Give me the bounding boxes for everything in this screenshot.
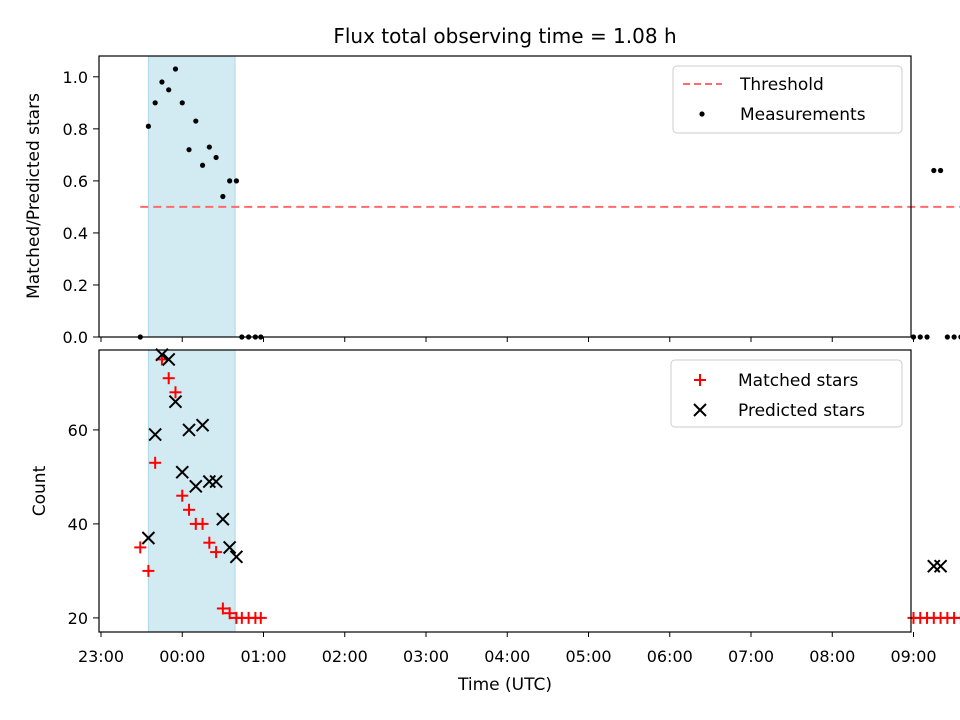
matched-point	[196, 517, 209, 530]
legend-predicted-swatch	[693, 403, 707, 417]
x-tick-label: 04:00	[484, 647, 530, 666]
x-tick-label: 01:00	[240, 647, 286, 666]
matched-point	[176, 489, 189, 502]
measurement-point	[931, 167, 937, 174]
chart-title: Flux total observing time = 1.08 h	[333, 24, 676, 48]
predicted-point	[155, 347, 169, 362]
x-tick-label: 00:00	[159, 647, 205, 666]
measurement-point	[213, 154, 219, 161]
top-panel-series	[137, 66, 960, 340]
y-tick-label: 0.8	[63, 120, 88, 139]
measurement-point	[910, 334, 917, 340]
bottom-panel-series	[134, 347, 960, 624]
matched-point	[169, 386, 182, 399]
matched-point	[254, 611, 267, 624]
matched-point	[183, 503, 196, 516]
predicted-point	[209, 474, 223, 489]
matched-point	[954, 611, 960, 624]
measurement-point	[944, 334, 950, 340]
predicted-point	[189, 479, 203, 494]
predicted-point	[216, 512, 230, 526]
x-tick-label: 07:00	[728, 647, 774, 666]
x-axis: 23:00 00:00 01:00 02:00 03:00 04:00 05:00 06:00…	[78, 647, 937, 666]
matched-point	[149, 456, 162, 469]
x-tick-label: 23:00	[78, 647, 124, 666]
matched-point	[162, 372, 175, 385]
predicted-point	[141, 531, 156, 545]
measurement-point	[172, 66, 179, 72]
bottom-legend-box	[670, 359, 903, 428]
measurement-point	[166, 87, 172, 93]
y-tick-label: 0.4	[63, 224, 88, 243]
predicted-point	[182, 423, 196, 437]
x-tick-label: 05:00	[565, 647, 611, 666]
x-tick-label: 06:00	[647, 647, 693, 666]
measurement-point	[186, 147, 192, 153]
predicted-point	[148, 427, 162, 442]
measurement-point	[145, 123, 151, 129]
x-tick-label: 08:00	[809, 647, 855, 666]
top-legend-box	[672, 65, 903, 134]
predicted-point	[162, 352, 176, 367]
measurement-point	[159, 79, 165, 85]
measurement-point	[937, 167, 944, 174]
x-tick-label: 02:00	[322, 647, 368, 666]
top-panel-ylabel: Matched/Predicted stars	[24, 93, 44, 299]
y-tick-label: 0.0	[63, 328, 88, 347]
measurement-point	[227, 178, 233, 184]
legend-matched-swatch	[694, 374, 706, 386]
bottom-panel-frame	[98, 349, 912, 633]
top-panel-frame	[98, 55, 912, 338]
y-tick-label: 40	[68, 515, 88, 534]
y-tick-label: 20	[68, 609, 88, 628]
matched-point	[203, 536, 216, 549]
matched-point	[142, 564, 155, 577]
matched-point	[216, 602, 229, 615]
measurement-point	[233, 178, 240, 184]
legend-matched-label: Matched stars	[738, 371, 858, 391]
top-panel-ticks: 0.0 0.2 0.4 0.6 0.8 1.0	[63, 68, 914, 347]
measurement-point	[951, 334, 957, 340]
predicted-point	[933, 559, 948, 573]
measurement-point	[152, 100, 158, 106]
predicted-point	[927, 559, 941, 573]
predicted-point	[175, 465, 189, 479]
measurement-point	[917, 334, 923, 340]
legend-measurements-label: Measurements	[740, 105, 866, 125]
predicted-point	[222, 540, 237, 555]
legend-threshold-label: Threshold	[739, 75, 824, 95]
y-tick-label: 0.2	[63, 276, 88, 295]
x-tick-label: 09:00	[890, 647, 936, 666]
matched-point	[223, 607, 236, 620]
x-tick-label: 03:00	[403, 647, 449, 666]
matched-point	[210, 546, 223, 559]
y-tick-label: 0.6	[63, 172, 88, 191]
measurement-point	[220, 193, 226, 200]
measurement-point	[924, 334, 930, 340]
bottom-panel-ylabel: Count	[30, 465, 50, 516]
matched-point	[134, 541, 147, 554]
predicted-point	[168, 394, 183, 409]
measurement-point	[199, 162, 206, 168]
measurement-point	[206, 144, 212, 150]
predicted-point	[195, 418, 210, 432]
x-axis-label: Time (UTC)	[457, 675, 552, 695]
y-tick-label: 1.0	[63, 68, 88, 87]
y-tick-label: 60	[68, 421, 88, 440]
legend-predicted-label: Predicted stars	[738, 401, 865, 421]
predicted-point	[229, 550, 244, 564]
bottom-legend: Matched stars Predicted stars	[670, 359, 903, 428]
bottom-panel-ticks: 20 40 60	[68, 421, 914, 637]
measurement-point	[179, 100, 185, 106]
top-legend: Threshold Measurements	[672, 65, 903, 134]
measurement-point	[193, 118, 199, 124]
legend-measurements-swatch	[699, 111, 705, 117]
